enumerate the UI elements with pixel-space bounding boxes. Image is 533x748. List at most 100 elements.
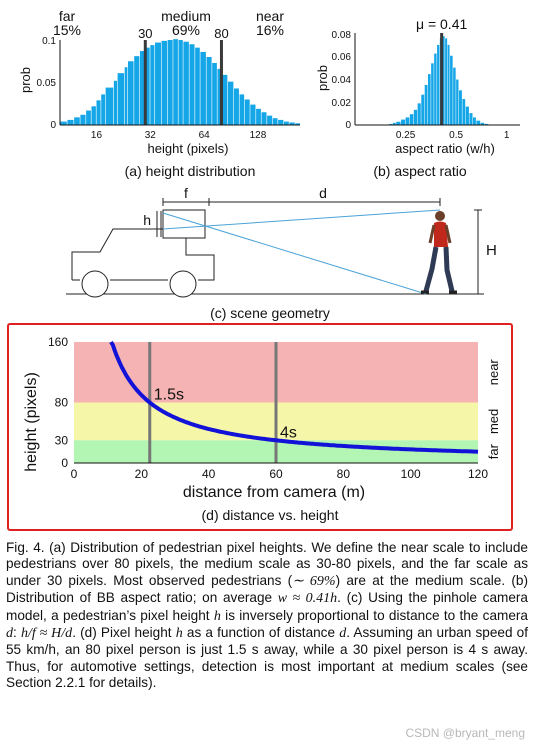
caption-text: Fig. 4. (a) Distribution of pedestrian p…	[6, 540, 528, 588]
caption-math: ∼ 69%	[292, 573, 336, 589]
x-tick-labels: 0.25 0.5 1	[396, 130, 510, 141]
histogram-bar	[431, 63, 434, 125]
y-axis-label: height (pixels)	[23, 372, 40, 472]
y-axis-label: prob	[18, 67, 33, 93]
histogram-bar	[442, 36, 445, 126]
medium-label: medium	[161, 8, 211, 24]
caption-text: :	[13, 625, 21, 641]
histogram-bar	[447, 44, 450, 125]
watermark: CSDN @bryant_meng	[405, 726, 525, 740]
histogram-bar	[124, 67, 128, 125]
x-tick-label: 64	[199, 130, 211, 141]
x-tick-label: 128	[250, 130, 267, 141]
marker-label-30: 30	[138, 26, 152, 41]
x-axis-label: distance from camera (m)	[183, 484, 365, 501]
histogram-bar	[295, 123, 300, 125]
histogram-bar	[283, 121, 289, 125]
x-tick-label: 0.25	[396, 130, 416, 141]
x-tick-label: 0	[71, 467, 78, 481]
histogram-bar	[206, 57, 212, 125]
histogram-bar	[178, 40, 183, 125]
y-tick-label: 0	[50, 120, 56, 131]
subcaption-d: (d) distance vs. height	[201, 507, 339, 523]
band-label-med: med	[486, 409, 501, 434]
histogram-bar	[453, 67, 456, 125]
near-percent: 16%	[256, 22, 284, 38]
histogram-bar	[101, 94, 106, 125]
histogram-bar	[456, 79, 459, 125]
histogram-bar	[434, 53, 437, 125]
histogram-bar	[74, 117, 80, 125]
caption-math: d	[339, 626, 347, 642]
histogram-bar	[139, 51, 145, 125]
histogram-bar	[96, 100, 101, 125]
mean-label: μ = 0.41	[416, 16, 467, 32]
car-rear-wheel	[81, 270, 109, 298]
far-percent: 15%	[53, 22, 81, 38]
histogram-bar	[212, 62, 217, 125]
histogram-bar	[80, 114, 86, 125]
x-tick-label: 60	[269, 467, 283, 481]
x-tick-label: 16	[91, 130, 103, 141]
histogram-bar	[427, 74, 431, 125]
histogram-bar	[150, 45, 155, 125]
caption-math: h	[213, 608, 221, 624]
histogram-bar	[195, 47, 200, 125]
marker-labels: 1.5s 4s	[154, 387, 297, 442]
pedestrian-figure	[421, 211, 457, 294]
histogram-bar	[417, 103, 421, 125]
ray-to-head	[162, 209, 441, 230]
histogram-bar	[244, 99, 250, 125]
histogram-bar	[272, 118, 278, 125]
histogram-bar	[472, 117, 476, 125]
histogram-bar	[113, 80, 118, 125]
caption-math: w ≈ 0.41h	[277, 591, 338, 607]
histogram-bar	[421, 94, 425, 125]
y-tick-label: 160	[48, 335, 68, 349]
y-tick-label: 0	[61, 456, 68, 470]
histogram-bar	[134, 56, 140, 125]
histogram-bar	[413, 109, 418, 125]
histogram-bar	[183, 41, 189, 126]
caption-math: h	[175, 626, 183, 642]
x-tick-label: 80	[337, 467, 351, 481]
histogram-bar	[469, 113, 473, 125]
y-tick-label: 0.1	[42, 36, 56, 47]
marker-label-80: 80	[214, 26, 228, 41]
y-tick-label: 0.02	[332, 98, 352, 109]
histogram-bar	[424, 84, 428, 125]
histogram-bar	[250, 104, 256, 125]
x-tick-label: 120	[468, 467, 488, 481]
subcaption-b: (b) aspect ratio	[373, 163, 467, 179]
x-tick-label: 40	[202, 467, 216, 481]
y-tick-label: 0	[345, 120, 351, 131]
scene-geometry-diagram: f d h H	[66, 185, 497, 298]
histogram-bar	[396, 121, 401, 125]
x-tick-label: 100	[401, 467, 421, 481]
car-front-wheel	[169, 270, 197, 298]
y-tick-label: 0.06	[332, 52, 352, 63]
histogram-bar	[161, 40, 168, 125]
histogram-bar	[117, 73, 125, 125]
histogram-bar	[217, 68, 222, 125]
scale-percent-labels: far 15% medium 69% near 16%	[53, 8, 284, 38]
y-tick-label: 80	[55, 396, 69, 410]
histogram-bar	[60, 121, 67, 125]
histogram-bar	[445, 38, 448, 125]
caption-text: as a function of distance	[182, 625, 340, 641]
x-tick-label: 32	[145, 130, 157, 141]
histogram-bar	[267, 115, 273, 125]
histogram-bar	[261, 112, 267, 125]
histogram-bar	[401, 119, 406, 125]
y-tick-labels: 0 0.05 0.1	[37, 36, 57, 131]
y-tick-label: 30	[55, 433, 69, 447]
x-tick-label: 0.5	[449, 130, 463, 141]
x-tick-labels: 0 20 40 60 80 100 120	[71, 467, 489, 481]
time-marker-label: 1.5s	[154, 387, 184, 404]
y-tick-label: 0.04	[332, 75, 352, 86]
caption-math: h/f ≈ H/d	[20, 626, 73, 642]
d-label: d	[319, 185, 327, 201]
scale-markers	[143, 40, 223, 125]
y-tick-labels: 0 30 80 160	[48, 335, 68, 470]
histogram-bar	[127, 61, 134, 125]
